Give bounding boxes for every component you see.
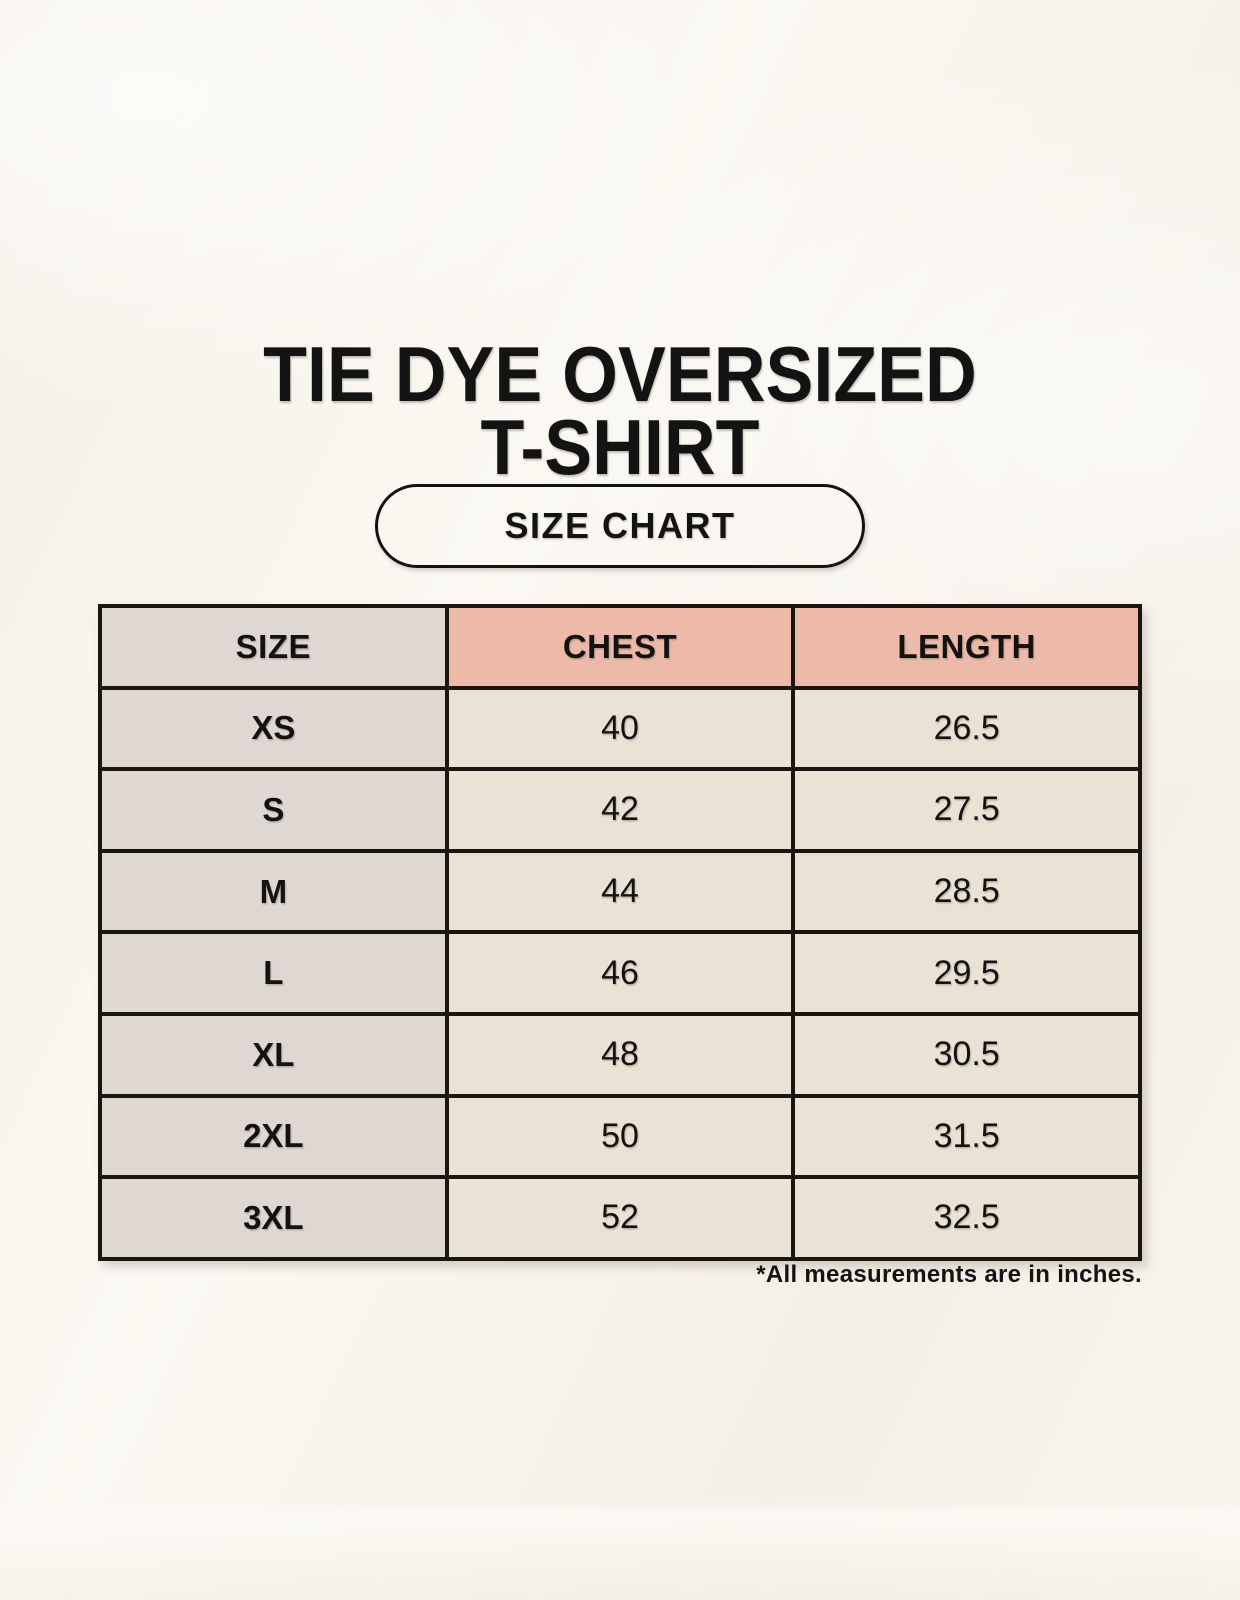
size-cell: L (98, 930, 449, 1016)
page-title-line1: TIE DYE OVERSIZED (263, 330, 977, 419)
table-row: S 42 27.5 (98, 767, 1142, 853)
table-row: M 44 28.5 (98, 848, 1142, 935)
size-cell: 3XL (98, 1175, 449, 1261)
size-cell: XS (98, 685, 449, 772)
chest-cell: 52 (444, 1175, 796, 1261)
length-cell: 26.5 (791, 685, 1142, 772)
length-cell: 27.5 (791, 767, 1142, 853)
size-cell: S (98, 767, 449, 853)
size-table: SIZE CHEST LENGTH XS 40 26.5 S 42 27.5 M 44 28.5… (98, 604, 1142, 1261)
size-cell: XL (98, 1011, 449, 1098)
length-cell: 29.5 (791, 930, 1142, 1016)
length-cell: 28.5 (791, 848, 1142, 935)
measurements-footnote: *All measurements are in inches. (756, 1261, 1142, 1288)
length-cell: 30.5 (791, 1011, 1142, 1098)
table-row: 2XL 50 31.5 (98, 1093, 1142, 1180)
column-header-chest: CHEST (444, 604, 796, 690)
size-cell: M (98, 848, 449, 935)
table-row: XL 48 30.5 (98, 1011, 1142, 1098)
table-row: L 46 29.5 (98, 930, 1142, 1016)
chest-cell: 48 (444, 1011, 796, 1098)
chest-cell: 42 (444, 767, 796, 853)
table-row: XS 40 26.5 (98, 685, 1142, 772)
chest-cell: 44 (444, 848, 796, 935)
length-cell: 32.5 (791, 1175, 1142, 1261)
length-cell: 31.5 (791, 1093, 1142, 1180)
page-title: TIE DYE OVERSIZED T-SHIRT (50, 335, 1191, 486)
chest-cell: 40 (444, 685, 796, 772)
size-cell: 2XL (98, 1093, 449, 1180)
size-table-header: SIZE CHEST LENGTH (98, 604, 1142, 690)
chest-cell: 50 (444, 1093, 796, 1180)
column-header-length: LENGTH (791, 604, 1142, 690)
size-chart-button[interactable]: SIZE CHART (375, 484, 865, 568)
column-header-size: SIZE (98, 604, 449, 690)
page-title-line2: T-SHIRT (480, 402, 760, 491)
chest-cell: 46 (444, 930, 796, 1016)
header-row: SIZE CHEST LENGTH (98, 604, 1142, 690)
table-row: 3XL 52 32.5 (98, 1175, 1142, 1261)
size-chart-button-label: SIZE CHART (504, 505, 736, 546)
size-table-body: XS 40 26.5 S 42 27.5 M 44 28.5 L 46 29.5 XL 48 30.5 2XL… (98, 685, 1142, 1261)
